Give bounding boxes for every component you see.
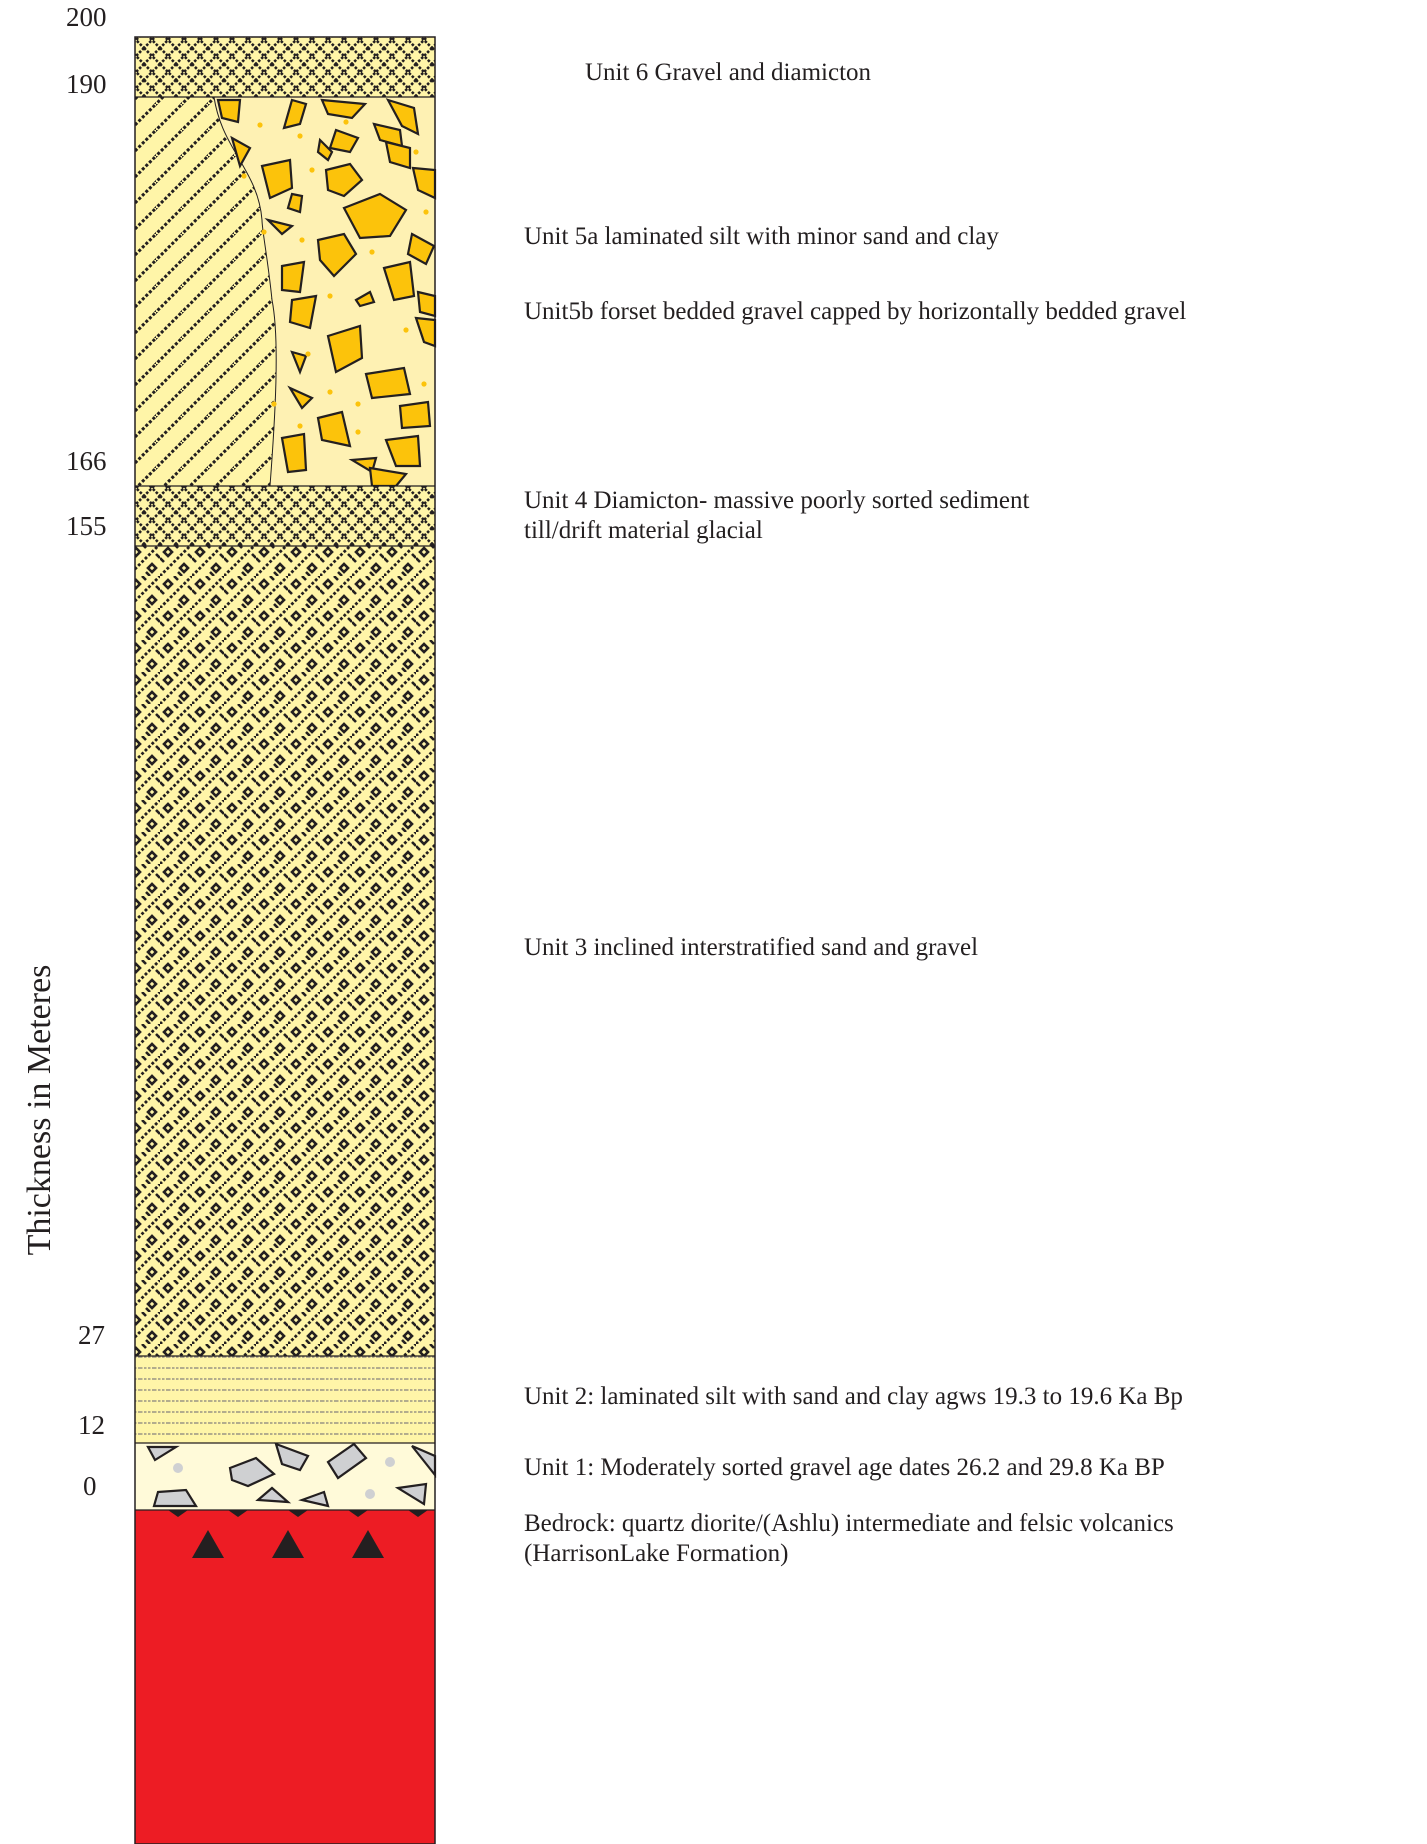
unit5b-grain-5 [309,167,315,173]
unit5b-clast-25 [364,366,412,400]
unit5b-grain-11 [261,229,267,235]
unit1-clast-2 [274,1442,310,1472]
unit5b-grain-18 [423,209,429,215]
unit5b-grain-10 [403,327,409,333]
column-outline [134,36,436,1844]
unit5b-clast-13 [286,192,304,214]
unit5b-clast-28 [398,400,432,430]
unit5b-clast-22 [288,294,318,330]
unit5b-description: Unit5b forset bedded gravel capped by ho… [524,298,1187,325]
bedrock-layer [135,1510,435,1844]
unit5b-grain-1 [257,122,263,128]
unit1-clast-5 [228,1456,276,1488]
unit1-clast-7 [255,1486,292,1504]
unit2-description: Unit 2: laminated silt with sand and cla… [524,1383,1183,1410]
unit5b-clast-27 [287,385,314,410]
unit1-clast-8 [298,1490,330,1508]
tick-label-166: 166 [66,446,107,476]
unit5b-clast-32 [384,434,422,468]
bedrock-description-line1: Bedrock: quartz diorite/(Ashlu) intermed… [524,1510,1174,1537]
unit4-description-line1: Unit 4 Diamicton- massive poorly sorted … [524,487,1030,514]
unit5b-grain-9 [327,293,333,299]
tick-label-27: 27 [78,1320,105,1350]
bedrock-cap-1 [168,1510,188,1517]
unit5b-clast-11 [324,162,364,198]
unit5b-clast-21 [416,290,437,318]
unit6-layer [135,37,435,97]
unit1-clast-3 [326,1442,368,1480]
unit5b-grain-4 [241,173,247,179]
unit5b-clast-30 [280,432,308,474]
bedrock-description-line2: (HarrisonLake Formation) [524,1540,789,1567]
tick-label-155: 155 [66,511,107,541]
unit1-description: Unit 1: Moderately sorted gravel age dat… [524,1454,1165,1481]
unit5b-clast-1 [216,98,242,124]
tick-label-200: 200 [66,2,107,32]
unit4-description-line2: till/drift material glacial [524,517,763,544]
unit5b-grain-20 [297,423,303,429]
unit5b-grain-15 [405,443,411,449]
unit5b-clast-14 [342,192,408,240]
unit5b-clast-17 [406,232,436,266]
unit5b-clast-4 [385,98,420,136]
unit5b-grain-2 [297,133,303,139]
bedrock-cap-4 [348,1510,368,1517]
unit5b-clast-16 [316,232,358,278]
unit6-description: Unit 6 Gravel and diamicton [585,59,872,86]
unit4-layer [135,486,435,546]
unit1-grain-3 [365,1489,375,1499]
unit1-clast-1 [146,1445,180,1462]
unit5b-clast-15 [264,217,295,236]
unit5b-clast-19 [354,290,376,308]
unit5b-clast-18 [280,260,306,294]
tick-label-190: 190 [66,69,107,99]
unit4-description: Unit 4 Diamicton- massive poorly sorted … [524,486,1029,546]
bedrock-cap-5 [408,1510,428,1517]
bedrock-description: Bedrock: quartz diorite/(Ashlu) intermed… [524,1509,1174,1569]
unit5b-grain-6 [413,149,419,155]
bedrock-triangle-1 [192,1530,224,1558]
unit5b-clast-9 [384,140,412,170]
unit5b-clast-23 [326,324,364,374]
unit5b-grain-8 [369,249,375,255]
unit5b-clast-8 [316,137,334,162]
unit5b-clast-26 [290,350,308,376]
unit5b-clast-2 [282,98,308,130]
unit5b-grain-14 [327,389,333,395]
unit1-clast-6 [152,1488,198,1508]
unit5a-description: Unit 5a laminated silt with minor sand a… [524,223,999,250]
unit5b-clast-3 [320,98,368,120]
unit5b-grain-7 [299,237,305,243]
unit5b-clast-7 [230,135,252,169]
y-axis-title: Thickness in Meteres [21,964,58,1256]
unit3-layer [135,546,435,1356]
tick-label-12: 12 [78,1410,105,1440]
unit5b-grain-19 [421,381,427,387]
tick-label-0: 0 [83,1471,97,1501]
unit5b-clast-10 [260,158,294,200]
bedrock-cap-2 [228,1510,248,1517]
unit3-description: Unit 3 inclined interstratified sand and… [524,934,979,961]
unit5b-grain-12 [305,351,311,357]
unit5b-grain-13 [355,401,361,407]
unit5b-grain-17 [355,429,361,435]
unit1-clast-9 [394,1482,428,1506]
unit2-layer [135,1356,435,1443]
unit1-grain-2 [385,1457,395,1467]
unit5b-clast-29 [316,410,352,448]
unit5b-clast-20 [382,260,416,302]
unit5b-grain-16 [271,401,277,407]
bedrock-cap-3 [288,1510,308,1517]
unit1-grain-1 [173,1463,183,1473]
bedrock-triangle-3 [352,1530,384,1558]
unit5b-clast-5 [328,128,360,154]
bedrock-triangle-2 [272,1530,304,1558]
unit5b-grain-3 [343,119,349,125]
